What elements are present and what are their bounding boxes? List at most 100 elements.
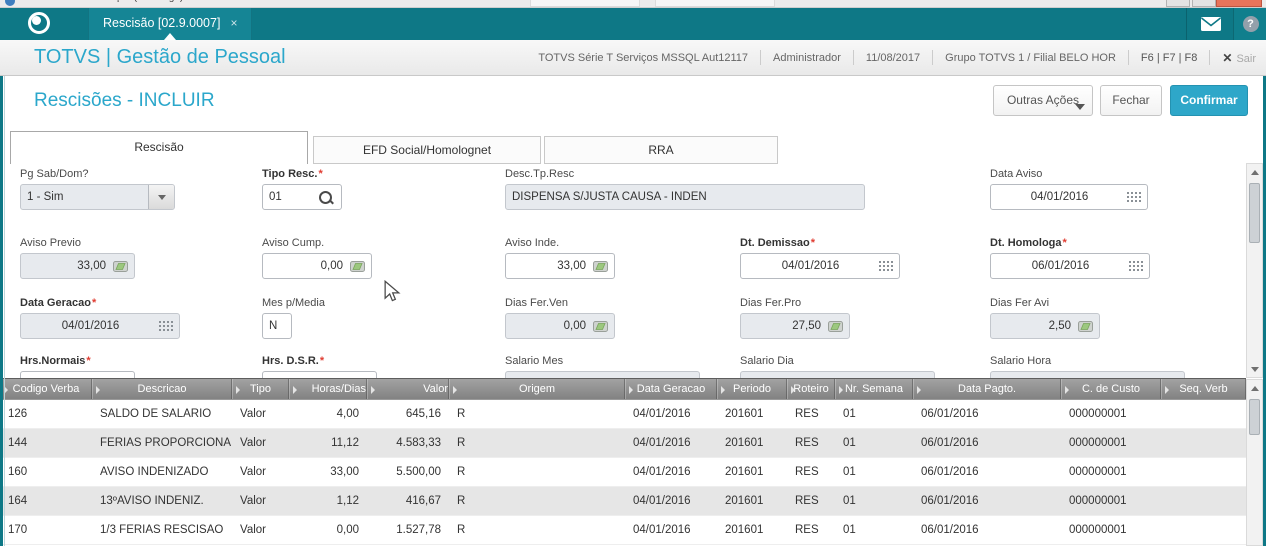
scroll-up-icon[interactable] (1247, 380, 1262, 396)
column-header-nr-semana[interactable]: Nr. Semana (835, 379, 913, 399)
grid-cell (1161, 429, 1246, 457)
table-row[interactable]: 126 SALDO DE SALARIO Valor 4,00 645,16 R 04/01… (0, 400, 1246, 429)
field-data-geracao: Data Geracao 04/01/2016 (20, 297, 180, 339)
calculator-icon[interactable] (350, 260, 365, 272)
mes-p-media-input[interactable]: N (262, 313, 292, 339)
tab-rescisao[interactable]: Rescisão (10, 131, 308, 164)
question-icon: ? (1242, 15, 1259, 32)
mail-button[interactable] (1186, 7, 1234, 40)
column-header-roteiro[interactable]: Roteiro (787, 379, 835, 399)
fechar-label: Fechar (1112, 93, 1150, 107)
grid-cell: R (457, 524, 466, 536)
scroll-down-icon[interactable] (1247, 361, 1262, 377)
outras-acoes-label: Outras Ações (1006, 93, 1080, 107)
column-header-periodo[interactable]: Periodo (717, 379, 787, 399)
grid-cell: 04/01/2016 (633, 408, 691, 420)
module-tab-rescisao[interactable]: Rescisão [02.9.0007] × (88, 7, 253, 40)
grid-cell: 160 (8, 466, 28, 478)
tab-efd-social-homolognet[interactable]: EFD Social/Homolognet (313, 136, 541, 164)
field-label: Data Geracao (20, 297, 180, 309)
data-aviso-input[interactable]: 04/01/2016 (990, 184, 1148, 210)
grid-cell: 0,00 (336, 524, 359, 536)
calendar-icon[interactable] (1128, 260, 1143, 272)
scrollbar-thumb[interactable] (1249, 183, 1260, 243)
table-row[interactable]: 160 AVISO INDENIZADO Valor 33,00 5.500,00 R 04… (0, 458, 1246, 487)
grid-cell: AVISO INDENIZADO (100, 466, 209, 478)
hrs-normais-input[interactable] (20, 371, 135, 378)
chevron-down-icon (1075, 104, 1085, 110)
field-label: Hrs.Normais (20, 355, 135, 367)
grid-cell: 01 (843, 495, 856, 507)
field-data-aviso: Data Aviso 04/01/2016 (990, 168, 1148, 210)
window-title: TOTVS Série T Serviços (Microsiga) 02.9.… (22, 0, 230, 3)
column-header-origem[interactable]: Origem (449, 379, 625, 399)
fkeys-label: F6 | F7 | F8 (1140, 51, 1198, 64)
hrs-dsr-input[interactable] (262, 371, 377, 378)
window-titlebar: TOTVS Série T Serviços (Microsiga) 02.9.… (0, 0, 1266, 8)
column-header-data-pagto[interactable]: Data Pagto. (913, 379, 1061, 399)
header-info: TOTVS Série T Serviços MSSQL Aut12117 Ad… (538, 40, 1256, 75)
column-arrow-icon (371, 386, 375, 394)
confirmar-button[interactable]: Confirmar (1170, 85, 1248, 116)
dt-homologa-input[interactable]: 06/01/2016 (990, 253, 1150, 279)
dt-demissao-input[interactable]: 04/01/2016 (740, 253, 900, 279)
grid-cell: 33,00 (330, 466, 359, 478)
aviso-inde-input[interactable]: 33,00 (505, 253, 615, 279)
tab-rra[interactable]: RRA (544, 136, 778, 164)
field-label: Dias Fer.Ven (505, 297, 568, 309)
grid-cell: 06/01/2016 (921, 408, 979, 420)
aviso-previo-input: 33,00 (20, 253, 135, 279)
column-header-codigo-verba[interactable]: Codigo Verba (0, 379, 92, 399)
fechar-button[interactable]: Fechar (1100, 85, 1162, 116)
dias-fer-avi-input: 2,50 (990, 313, 1100, 339)
tipo-resc-input[interactable]: 01 (262, 184, 342, 210)
column-arrow-icon (4, 386, 8, 394)
outras-acoes-button[interactable]: Outras Ações (993, 85, 1093, 116)
grid-cell: 1/3 FERIAS RESCISAO (100, 524, 224, 536)
field-desc-tp-resc: Desc.Tp.Resc DISPENSA S/JUSTA CAUSA - IN… (505, 168, 865, 210)
field-pg-sab-dom: Pg Sab/Dom? 1 - Sim (20, 168, 175, 210)
scroll-up-icon[interactable] (1247, 164, 1262, 180)
field-value: 2,50 (1048, 320, 1071, 332)
salario-hora-input (990, 371, 1185, 378)
field-label: Pg Sab/Dom? (20, 168, 89, 180)
calendar-icon (158, 320, 173, 332)
form-scrollbar[interactable] (1246, 163, 1263, 378)
help-button[interactable]: ? (1233, 7, 1266, 40)
field-value: 33,00 (77, 260, 106, 272)
search-icon[interactable] (319, 190, 332, 204)
main-navbar: Rescisão [02.9.0007] × ? (0, 7, 1266, 40)
column-header-descricao[interactable]: Descricao (92, 379, 232, 399)
field-label: Desc.Tp.Resc (505, 168, 575, 180)
scrollbar-thumb[interactable] (1249, 399, 1260, 435)
divider (1209, 50, 1211, 65)
grid-cell: 416,67 (405, 495, 441, 507)
column-header-valor[interactable]: Valor (367, 379, 449, 399)
page-title: Rescisões - INCLUIR (34, 90, 215, 111)
exit-button[interactable]: ✕ Sair (1222, 51, 1256, 65)
close-tab-icon[interactable]: × (230, 16, 238, 30)
grid-cell: 06/01/2016 (921, 524, 979, 536)
column-header-seq-verba[interactable]: Seq. Verb (1161, 379, 1246, 399)
table-row[interactable]: 170 1/3 FERIAS RESCISAO Valor 0,00 1.527,78 R… (0, 516, 1246, 545)
column-header-data-geracao[interactable]: Data Geracao (625, 379, 717, 399)
maximize-button[interactable] (1192, 0, 1216, 7)
grid-cell: R (457, 495, 466, 507)
calendar-icon[interactable] (1126, 191, 1141, 203)
column-header-horas-dias[interactable]: Horas/Dias (289, 379, 367, 399)
minimize-button[interactable] (1166, 0, 1190, 7)
column-arrow-icon (96, 386, 100, 394)
grid-cell: Valor (240, 437, 266, 449)
column-header-tipo[interactable]: Tipo (232, 379, 289, 399)
calendar-icon[interactable] (878, 260, 893, 272)
aviso-cump-input[interactable]: 0,00 (262, 253, 372, 279)
field-hrs-dsr: Hrs. D.S.R. (262, 355, 377, 378)
field-dias-fer-pro: Dias Fer.Pro 27,50 (740, 297, 850, 339)
table-row[interactable]: 164 13ºAVISO INDENIZ. Valor 1,12 416,67 R 04/0… (0, 487, 1246, 516)
table-row[interactable]: 144 FERIAS PROPORCIONAIS Valor 11,12 4.583,3… (0, 429, 1246, 458)
grid-scrollbar[interactable] (1246, 379, 1263, 546)
close-window-button[interactable] (1216, 0, 1262, 7)
column-header-c-de-custo[interactable]: C. de Custo (1061, 379, 1161, 399)
grid-cell: Valor (240, 524, 266, 536)
calculator-icon[interactable] (593, 260, 608, 272)
